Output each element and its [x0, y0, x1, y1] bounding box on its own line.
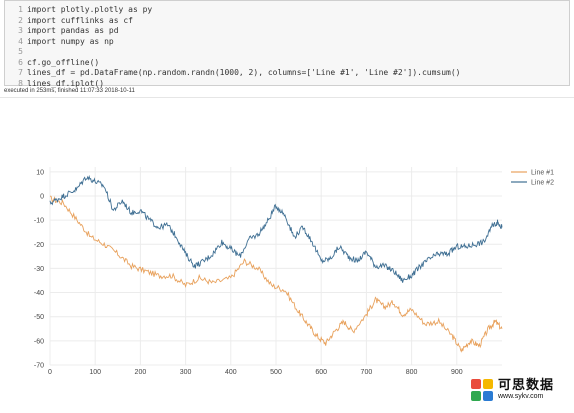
code-text: import plotly.plotly as py: [27, 5, 153, 14]
logo-icon: [471, 379, 493, 401]
legend-item[interactable]: Line #2: [531, 180, 554, 187]
line-number: 2: [18, 15, 23, 25]
x-axis: 0 100 200 300 400 500 600 700 800 900: [48, 369, 463, 376]
y-tick-label: -70: [34, 363, 44, 370]
x-tick-label: 400: [225, 369, 237, 376]
code-text: lines_df = pd.DataFrame(np.random.randn(…: [27, 68, 461, 77]
watermark-title: 可思数据: [498, 378, 555, 393]
x-tick-label: 100: [89, 369, 101, 376]
code-line[interactable]: 6 cf.go_offline(): [5, 58, 460, 69]
code-cell[interactable]: 1 import plotly.plotly as py 2 import cuffl…: [4, 0, 570, 89]
watermark: 可思数据 www.sykv.com: [468, 372, 572, 410]
y-axis: 10 0 -10 -20 -30 -40 -50 -60 -70: [34, 169, 44, 369]
chart-legend[interactable]: Line #1 Line #2: [511, 170, 554, 187]
y-tick-label: -30: [34, 266, 44, 273]
code-text: import numpy as np: [27, 36, 114, 46]
code-line[interactable]: 5: [5, 47, 460, 58]
y-tick-label: 0: [40, 193, 44, 200]
y-tick-label: 10: [36, 169, 44, 176]
line-number: 6: [18, 57, 23, 67]
divider: [0, 97, 574, 98]
y-tick-label: -50: [34, 314, 44, 321]
code-text: lines_df.iplot(): [27, 78, 105, 88]
x-tick-label: 300: [180, 369, 192, 376]
series-line-2[interactable]: [49, 174, 503, 283]
code-line[interactable]: 7 lines_df = pd.DataFrame(np.random.randn…: [5, 68, 460, 79]
y-tick-label: -40: [34, 290, 44, 297]
series-line-1[interactable]: [49, 195, 503, 353]
code-line[interactable]: 2 import cufflinks as cf: [5, 16, 460, 27]
line-number: 3: [18, 26, 23, 35]
line-number: 4: [18, 36, 23, 46]
watermark-url: www.sykv.com: [498, 393, 544, 400]
x-tick-label: 800: [406, 369, 418, 376]
x-tick-label: 900: [451, 369, 463, 376]
code-text: import pandas as pd: [27, 26, 119, 35]
code-line[interactable]: 4 import numpy as np: [5, 37, 460, 48]
line-number: 7: [18, 68, 23, 77]
x-tick-label: 200: [135, 369, 147, 376]
code-text: cf.go_offline(): [27, 57, 100, 67]
line-number: 5: [18, 47, 23, 56]
line-number: 1: [18, 5, 23, 14]
x-tick-label: 600: [315, 369, 327, 376]
x-tick-label: 500: [270, 369, 282, 376]
legend-item[interactable]: Line #1: [531, 170, 554, 177]
chart-grid: [49, 167, 502, 366]
code-line[interactable]: 1 import plotly.plotly as py: [5, 5, 460, 16]
line-number: 8: [18, 78, 23, 88]
line-chart[interactable]: 100-10-20-30-40-50-60-70 0 100 200 300 400 50…: [0, 105, 574, 413]
code-line[interactable]: 8 lines_df.iplot(): [5, 79, 460, 90]
y-tick-label: -60: [34, 338, 44, 345]
code-editor[interactable]: 1 import plotly.plotly as py 2 import cuffl…: [5, 5, 460, 89]
execution-status: executed in 253ms, finished 11:07:33 201…: [4, 88, 135, 94]
y-tick-label: -20: [34, 242, 44, 249]
y-tick-label: -10: [34, 218, 44, 225]
code-text: import cufflinks as cf: [27, 15, 133, 25]
x-tick-label: 700: [361, 369, 373, 376]
chart-series: [49, 174, 503, 353]
x-tick-label: 0: [48, 369, 52, 376]
code-line[interactable]: 3 import pandas as pd: [5, 26, 460, 37]
